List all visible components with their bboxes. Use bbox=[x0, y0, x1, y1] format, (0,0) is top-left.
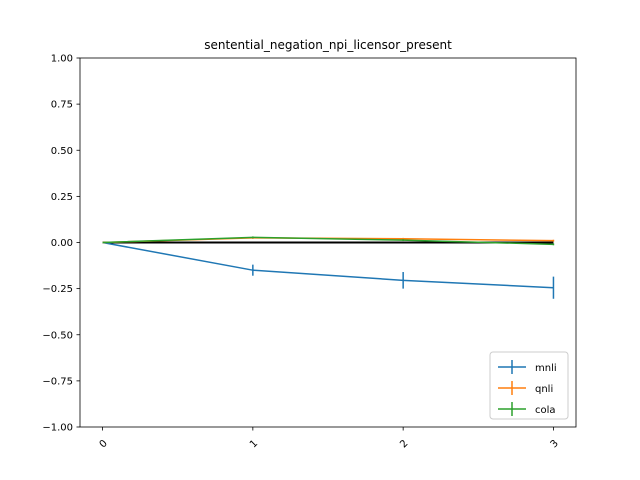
y-tick-label: −0.25 bbox=[42, 284, 73, 295]
y-tick-label: 0.50 bbox=[51, 146, 73, 157]
legend-entry-cola: cola bbox=[535, 405, 556, 416]
series-line-mnli bbox=[102, 241, 554, 289]
series-line-cola bbox=[102, 236, 554, 246]
y-tick-label: −0.75 bbox=[42, 376, 73, 387]
plot-area bbox=[102, 236, 555, 299]
legend-box bbox=[489, 351, 569, 420]
legend: mnli qnli cola bbox=[489, 351, 569, 420]
legend-entry-qnli: qnli bbox=[535, 384, 553, 395]
y-tick-label: −0.50 bbox=[42, 330, 73, 341]
y-tick-label: −1.00 bbox=[42, 423, 73, 434]
y-tick-label: 0.00 bbox=[51, 238, 73, 249]
y-tick-label: 0.75 bbox=[51, 100, 73, 111]
legend-entry-mnli: mnli bbox=[535, 363, 557, 374]
chart-title: sentential_negation_npi_licensor_present bbox=[204, 38, 452, 52]
y-tick-label: 1.00 bbox=[51, 54, 73, 65]
axes: 1.00 0.75 0.50 0.25 0.00 −0.25 −0.50 −0.75 −1.00… bbox=[42, 54, 577, 450]
y-tick-label: 0.25 bbox=[51, 192, 73, 203]
